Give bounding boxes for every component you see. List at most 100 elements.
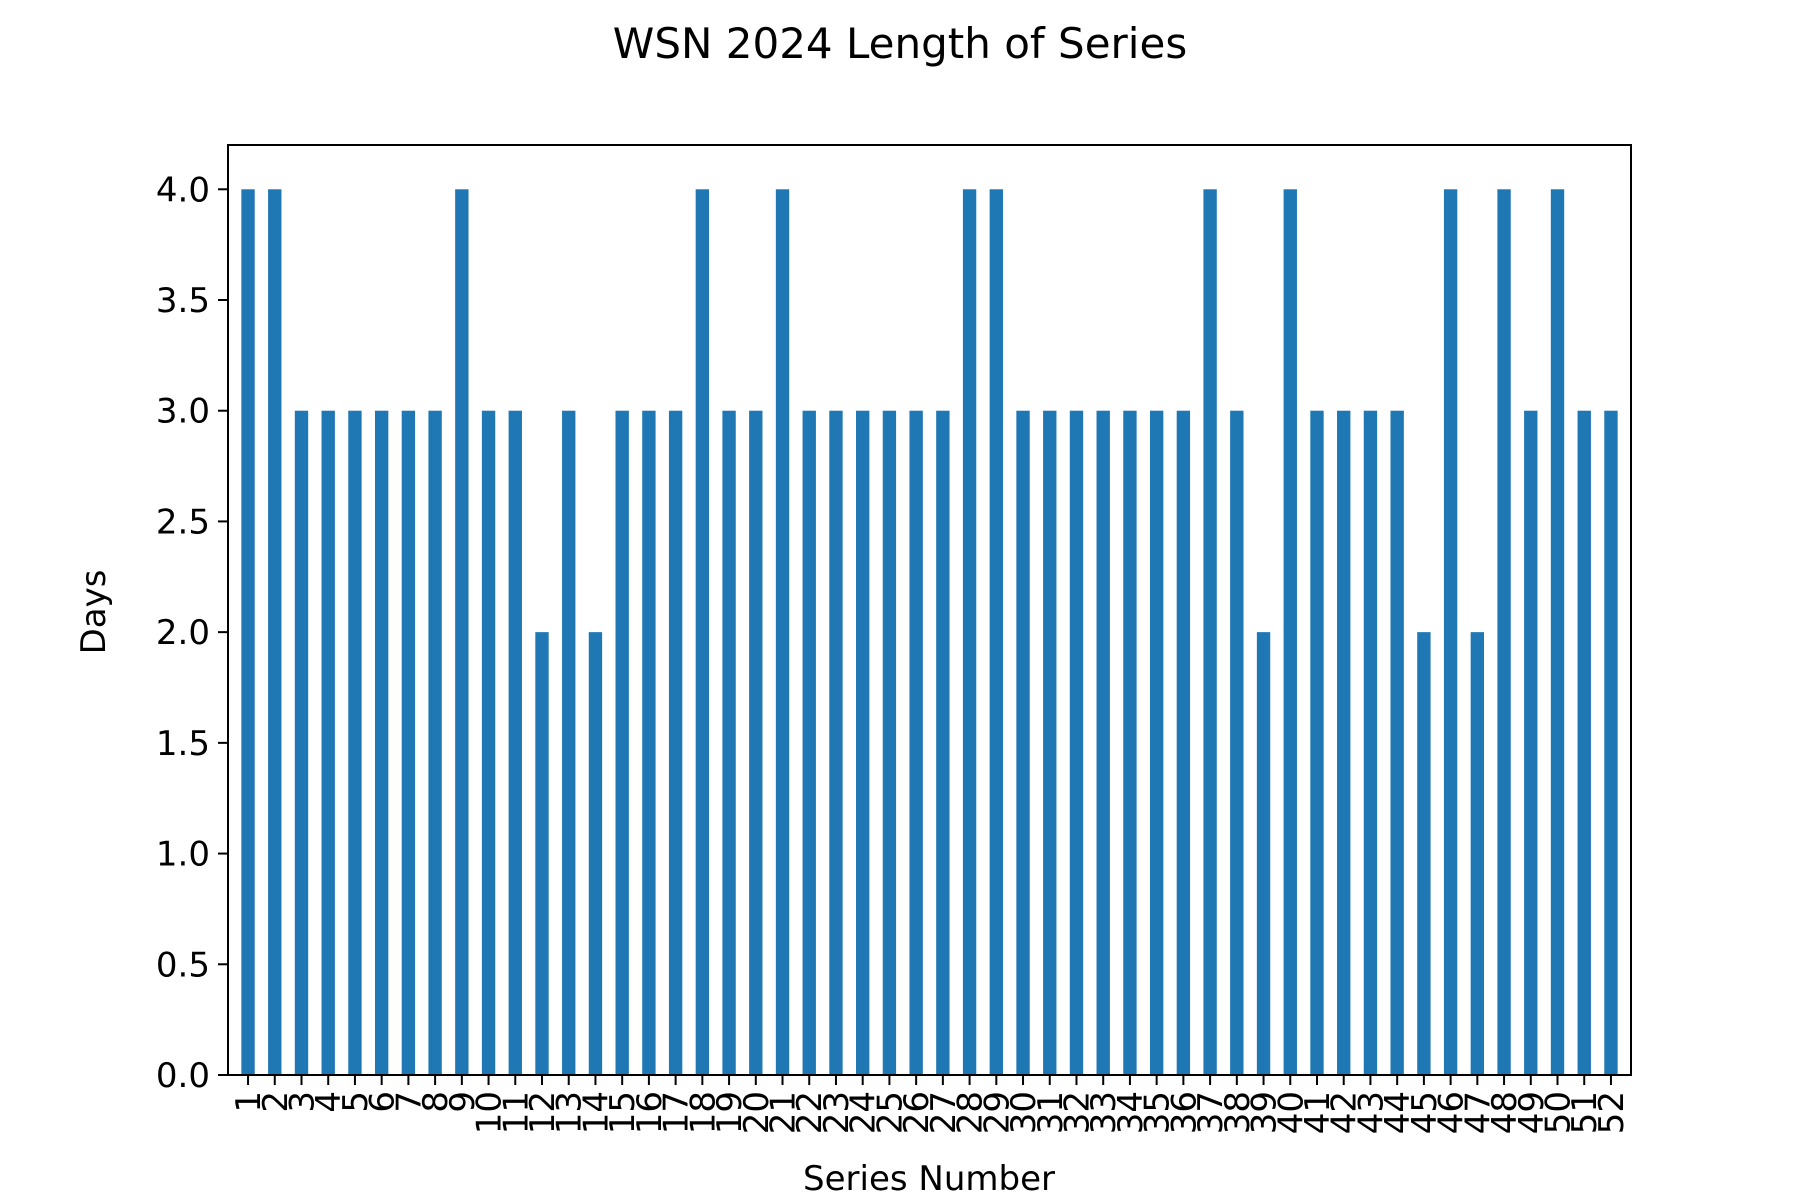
bar-series-6	[374, 410, 389, 1076]
bar-series-30	[1016, 410, 1030, 1076]
bar-series-4	[321, 410, 335, 1076]
x-tick-label: 42	[1325, 1091, 1365, 1134]
bar-series-43	[1363, 410, 1378, 1076]
x-tick-label: 22	[790, 1091, 830, 1134]
x-tick-label: 47	[1458, 1091, 1498, 1134]
bar-series-48	[1497, 189, 1511, 1076]
bar-series-33	[1096, 410, 1110, 1076]
x-tick-label: 5	[336, 1091, 376, 1113]
x-tick-label: 21	[764, 1091, 804, 1134]
y-tick-label: 3.0	[156, 392, 210, 432]
bar-series-42	[1337, 410, 1351, 1076]
bar-series-26	[909, 410, 923, 1076]
chart-title: WSN 2024 Length of Series	[613, 19, 1187, 68]
bar-series-38	[1230, 410, 1244, 1076]
bar-series-11	[508, 410, 522, 1076]
bar-series-2	[268, 189, 282, 1076]
bar-series-51	[1577, 410, 1591, 1076]
x-tick-label: 48	[1485, 1091, 1525, 1134]
bar-series-49	[1524, 410, 1538, 1076]
bar-series-39	[1256, 632, 1271, 1075]
bar-series-50	[1550, 189, 1565, 1076]
bar-series-52	[1604, 410, 1618, 1076]
x-tick-label: 23	[817, 1091, 857, 1134]
bar-series-36	[1176, 410, 1191, 1076]
bar-series-25	[882, 410, 897, 1076]
bar-series-18	[695, 189, 710, 1076]
x-tick-label: 16	[630, 1091, 670, 1134]
x-axis: 1234567891011121314151617181920212223242…	[229, 1075, 1632, 1134]
x-tick-label: 29	[977, 1091, 1017, 1134]
x-tick-label: 14	[576, 1091, 616, 1134]
bar-series-14	[588, 632, 603, 1075]
y-tick-label: 3.5	[156, 281, 210, 321]
bar-series-34	[1123, 410, 1137, 1076]
x-tick-label: 45	[1405, 1091, 1445, 1134]
bar-series-27	[936, 410, 950, 1076]
bar-series-29	[989, 189, 1003, 1076]
x-tick-label: 2	[256, 1091, 296, 1113]
x-tick-label: 25	[870, 1091, 910, 1134]
x-tick-label: 8	[416, 1091, 456, 1113]
x-tick-label: 43	[1351, 1091, 1391, 1134]
bar-series-7	[401, 410, 416, 1076]
x-tick-label: 27	[924, 1091, 964, 1134]
x-tick-label: 15	[603, 1091, 643, 1134]
y-tick-label: 2.5	[156, 502, 210, 542]
x-tick-label: 49	[1512, 1091, 1552, 1134]
x-tick-label: 28	[951, 1091, 991, 1134]
bar-series-45	[1417, 632, 1431, 1075]
x-tick-label: 10	[470, 1091, 510, 1134]
x-tick-label: 30	[1004, 1091, 1044, 1134]
x-tick-label: 46	[1432, 1091, 1472, 1134]
bar-series-37	[1203, 189, 1217, 1076]
bar-series-12	[535, 632, 549, 1075]
x-tick-label: 33	[1084, 1091, 1124, 1134]
x-tick-label: 9	[443, 1091, 483, 1113]
x-tick-label: 6	[363, 1091, 403, 1113]
bar-series-13	[562, 410, 576, 1076]
x-tick-label: 41	[1298, 1091, 1338, 1134]
x-tick-label: 12	[523, 1091, 563, 1134]
bar-series-21	[775, 189, 790, 1076]
x-tick-label: 52	[1592, 1091, 1632, 1134]
bar-series-10	[481, 410, 496, 1076]
bar-series-3	[294, 410, 309, 1076]
bar-series-8	[428, 410, 442, 1076]
x-tick-label: 35	[1138, 1091, 1178, 1134]
bar-series-20	[749, 410, 763, 1076]
bars-group	[241, 189, 1618, 1076]
bar-series-17	[668, 410, 683, 1076]
x-tick-label: 13	[550, 1091, 590, 1134]
y-tick-label: 4.0	[156, 170, 210, 210]
x-tick-label: 7	[389, 1091, 429, 1113]
x-tick-label: 38	[1218, 1091, 1258, 1134]
x-tick-label: 44	[1378, 1091, 1418, 1134]
x-tick-label: 17	[657, 1091, 697, 1134]
bar-series-22	[802, 410, 816, 1076]
x-tick-label: 24	[844, 1091, 884, 1134]
bar-series-46	[1443, 189, 1458, 1076]
x-tick-label: 34	[1111, 1091, 1151, 1134]
x-tick-label: 20	[737, 1091, 777, 1134]
bar-series-23	[829, 410, 843, 1076]
bar-series-47	[1470, 632, 1485, 1075]
y-tick-label: 0.5	[156, 945, 210, 985]
bar-series-40	[1283, 189, 1297, 1076]
y-axis-label: Days	[74, 570, 114, 655]
bar-series-28	[962, 189, 977, 1076]
bar-series-35	[1149, 410, 1164, 1076]
bar-series-32	[1069, 410, 1084, 1076]
x-tick-label: 37	[1191, 1091, 1231, 1134]
x-tick-label: 18	[683, 1091, 723, 1134]
x-tick-label: 1	[229, 1091, 269, 1113]
x-tick-label: 19	[710, 1091, 750, 1134]
bar-series-15	[615, 410, 629, 1076]
y-axis: 0.0 0.5 1.0 1.5 2.0 2.5 3.0 3.5 4.0	[156, 170, 228, 1096]
x-tick-label: 40	[1271, 1091, 1311, 1134]
x-tick-label: 26	[897, 1091, 937, 1134]
plot-frame	[227, 144, 1632, 1076]
bar-series-24	[856, 410, 870, 1076]
